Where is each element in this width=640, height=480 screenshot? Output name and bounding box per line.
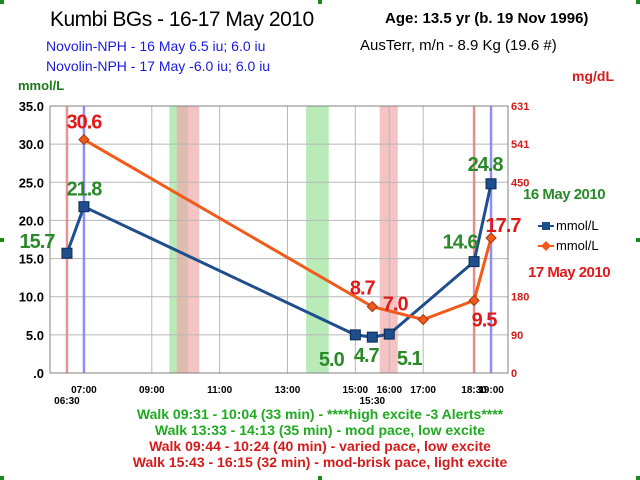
y-axis-label-right: mg/dL [572,68,614,84]
selection-handle[interactable] [636,238,640,242]
data-label-16-may: 4.7 [354,345,380,367]
y-right-tick-label: 450 [511,177,529,189]
selection-handle[interactable] [0,238,4,242]
walk-band [176,106,200,373]
y-tick-label: 35.0 [19,99,44,114]
data-label-17-may: 9.5 [472,310,498,332]
series-line-16-may [65,183,493,339]
x-tick-label: 17:00 [410,385,436,396]
chart-title: Kumbi BGs - 16-17 May 2010 [50,8,314,31]
data-point-17-may [417,313,429,326]
y-tick-label: .0 [33,366,44,381]
y-axis-label-left: mmol/L [18,78,65,93]
x-tick-label: 07:00 [71,385,97,396]
walk-note: Walk 09:31 - 10:04 (33 min) - ****high e… [136,406,504,422]
data-point-16-may [349,329,361,341]
y-tick-label: 15.0 [19,252,44,267]
x-tick-label: 18:30 [461,385,487,396]
data-label-16-may: 24.8 [468,154,504,176]
data-point-16-may [366,331,378,343]
x-tick-label: 06:30 [54,396,80,407]
walk-note: Walk 13:33 - 14:13 (35 min) - mod pace, … [154,422,486,438]
y-right-tick-label: 180 [511,292,529,304]
data-label-16-may: 21.8 [66,179,102,201]
data-label-17-may: 7.0 [383,294,409,316]
data-label-17-may: 30.6 [66,112,102,134]
y-right-tick-label: 631 [511,101,529,113]
selection-handle[interactable] [318,476,322,480]
walk-note: Walk 15:43 - 16:15 (32 min) - mod-brisk … [132,454,508,470]
data-label-17-may: 8.7 [350,278,376,300]
selection-handle[interactable] [636,0,640,4]
x-tick-label: 16:00 [376,385,402,396]
data-label-16-may: 5.0 [319,349,345,371]
walk-band [379,106,398,373]
x-tick-label: 15:00 [343,385,369,396]
y-tick-label: 10.0 [19,290,44,305]
data-point-17-may [366,300,379,313]
y-tick-label: 20.0 [19,213,44,228]
selection-handle[interactable] [318,0,322,4]
x-tick-label: 13:00 [275,385,301,396]
data-point-17-may [78,133,90,146]
age-info: Age: 13.5 yr (b. 19 Nov 1996) [385,10,589,27]
x-tick-label: 09:00 [139,385,165,396]
y-tick-label: 25.0 [19,175,44,190]
data-label-16-may: 14.6 [443,232,479,254]
walk-note: Walk 09:44 - 10:24 (40 min) - varied pac… [149,438,491,454]
y-right-tick-label: 90 [511,330,523,342]
data-point-16-may [485,178,497,190]
data-point-16-may [78,201,90,213]
data-point-16-may [383,328,395,340]
series-label-17-may: 17 May 2010 [528,264,611,281]
data-label-16-may: 15.7 [19,231,55,253]
legend: mmol/L mmol/L [538,218,620,258]
x-tick-label: 11:00 [207,385,232,396]
plot-frame [49,105,509,374]
y-right-tick-label: 0 [511,368,517,380]
data-point-16-may [468,256,480,268]
legend-marker-square [538,222,554,230]
selection-handle[interactable] [636,476,640,480]
y-tick-label: 5.0 [26,328,44,343]
x-tick-label: 15:30 [360,396,386,407]
walk-band [306,106,329,373]
legend-label: mmol/L [556,218,599,233]
insulin-17-may: Novolin-NPH - 17 May -6.0 iu; 6.0 iu [46,58,271,74]
x-tick-label: 19:00 [478,385,504,396]
dog-info: AusTerr, m/n - 8.9 Kg (19.6 #) [360,37,557,54]
selection-handle[interactable] [0,0,4,4]
data-point-16-may [61,247,73,259]
legend-label: mmol/L [556,238,599,253]
y-tick-label: 30.0 [19,137,44,152]
insulin-16-may: Novolin-NPH - 16 May 6.5 iu; 6.0 iu [46,38,266,54]
series-label-16-may: 16 May 2010 [523,186,606,203]
data-point-17-may [485,232,497,244]
selection-handle[interactable] [0,476,4,480]
data-label-17-may: 17.7 [486,215,522,237]
data-point-17-may [468,294,480,307]
legend-marker-diamond [538,241,554,251]
y-right-tick-label: 541 [511,139,529,151]
data-label-16-may: 5.1 [397,348,423,370]
